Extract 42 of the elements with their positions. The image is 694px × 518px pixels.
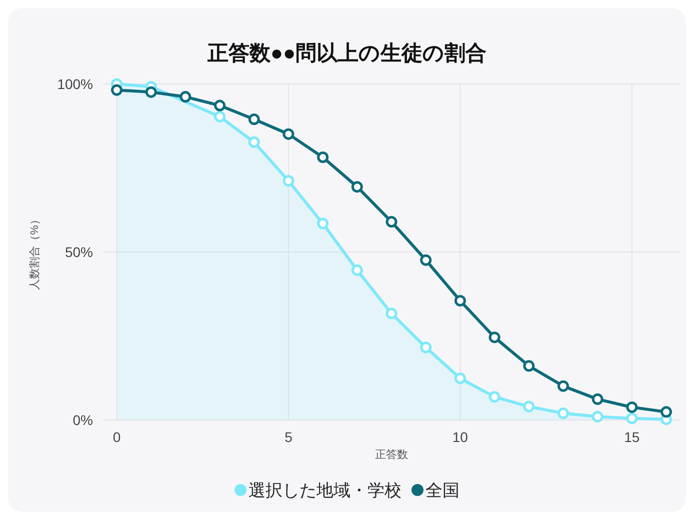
- x-tick-label: 0: [112, 429, 121, 445]
- point: [145, 86, 157, 98]
- point: [592, 393, 604, 405]
- point: [420, 254, 432, 266]
- point: [660, 406, 672, 418]
- legend-label: 選択した地域・学校: [248, 481, 402, 500]
- point: [110, 84, 122, 96]
- point: [626, 412, 638, 424]
- point: [626, 401, 638, 413]
- chart-title: 正答数●●問以上の生徒の割合: [206, 41, 487, 65]
- x-tick-label: 5: [284, 429, 293, 445]
- point: [282, 128, 294, 140]
- y-tick-label: 50%: [64, 244, 93, 260]
- point: [317, 152, 329, 163]
- point: [248, 136, 260, 148]
- y-tick-label: 0%: [72, 412, 93, 428]
- x-axis-title: 正答数: [375, 449, 408, 461]
- y-tick-label: 100%: [57, 76, 93, 92]
- point: [557, 408, 569, 420]
- y-axis-title: 人数割合（%）: [28, 214, 41, 290]
- point: [592, 410, 604, 422]
- point: [248, 114, 260, 126]
- point: [386, 308, 398, 320]
- point: [557, 380, 569, 392]
- point: [214, 110, 226, 122]
- point: [386, 216, 398, 228]
- point: [523, 400, 535, 412]
- point: [180, 91, 192, 103]
- x-tick-label: 15: [624, 429, 640, 445]
- point: [351, 264, 363, 276]
- point: [488, 332, 500, 344]
- point: [454, 372, 466, 384]
- point: [523, 360, 535, 372]
- point: [420, 342, 432, 354]
- point: [317, 218, 329, 230]
- point: [454, 294, 466, 306]
- point: [282, 175, 294, 187]
- point: [488, 391, 500, 403]
- point: [351, 181, 363, 193]
- legend-label: 全国: [426, 481, 460, 500]
- x-tick-label: 10: [452, 429, 468, 445]
- point: [214, 100, 226, 112]
